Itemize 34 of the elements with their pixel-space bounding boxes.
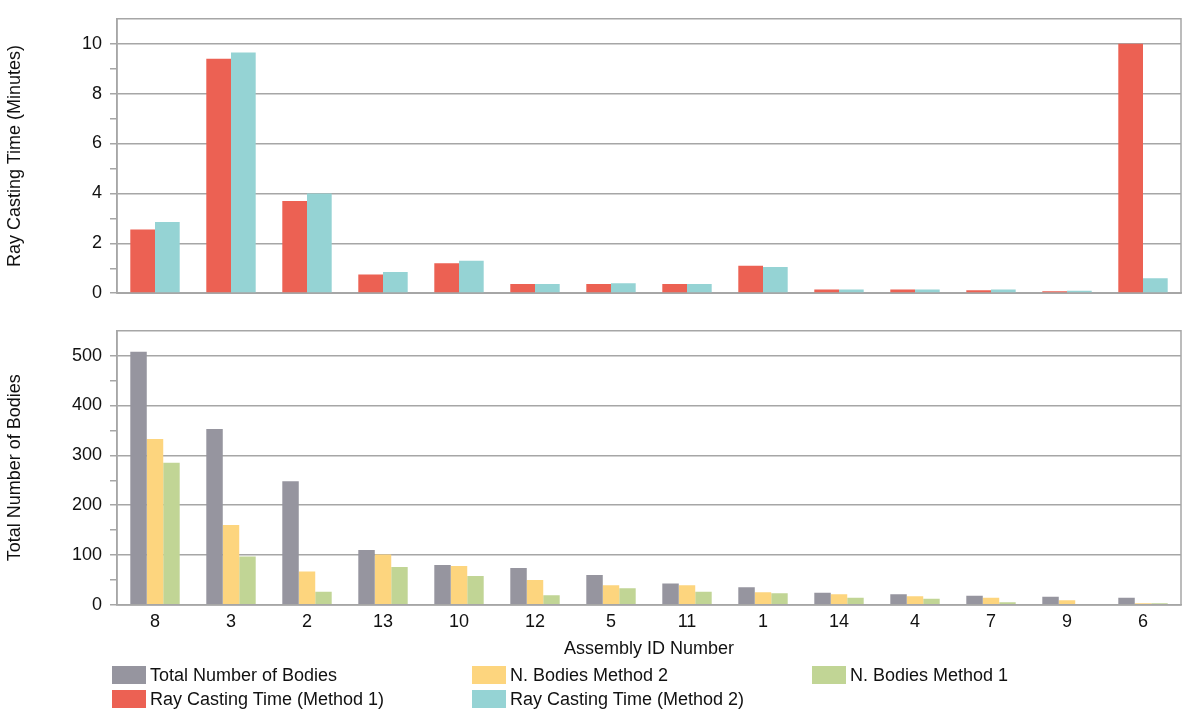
y-tick-label: 4 — [91, 182, 102, 203]
y-tick-label: 200 — [71, 494, 102, 515]
legend-label: Ray Casting Time (Method 2) — [510, 688, 745, 710]
y-axis-title: Total Number of Bodies — [3, 374, 24, 562]
y-tick-label: 500 — [71, 344, 102, 365]
y-tick-label: 400 — [71, 394, 102, 415]
x-axis-title: Assembly ID Number — [563, 638, 735, 659]
y-axis-title: Ray Casting Time (Minutes) — [3, 44, 24, 268]
x-tick-label: 9 — [1061, 610, 1073, 631]
x-tick-label: 8 — [149, 610, 161, 631]
legend-label: N. Bodies Method 2 — [510, 664, 669, 686]
y-tick-label: 8 — [91, 82, 102, 103]
y-tick-label: 2 — [91, 232, 102, 253]
x-tick-label: 2 — [301, 610, 313, 631]
legend-label: N. Bodies Method 1 — [850, 664, 1009, 686]
y-tick-label: 300 — [71, 444, 102, 465]
legend-label: Total Number of Bodies — [150, 664, 338, 686]
y-tick-label: 0 — [91, 282, 102, 303]
x-tick-label: 12 — [524, 610, 546, 631]
x-tick-label: 5 — [605, 610, 617, 631]
x-tick-label: 4 — [909, 610, 921, 631]
y-tick-label: 0 — [91, 593, 102, 614]
x-tick-label: 6 — [1137, 610, 1149, 631]
x-tick-label: 11 — [677, 610, 697, 631]
y-tick-label: 6 — [91, 132, 102, 153]
x-tick-label: 3 — [225, 610, 237, 631]
y-tick-label: 10 — [81, 32, 102, 53]
x-tick-label: 10 — [448, 610, 470, 631]
y-tick-label: 100 — [71, 543, 102, 564]
legend-label: Ray Casting Time (Method 1) — [150, 688, 385, 710]
x-tick-label: 14 — [828, 610, 850, 631]
x-tick-label: 7 — [985, 610, 997, 631]
x-tick-label: 13 — [372, 610, 394, 631]
x-tick-label: 1 — [757, 610, 769, 631]
